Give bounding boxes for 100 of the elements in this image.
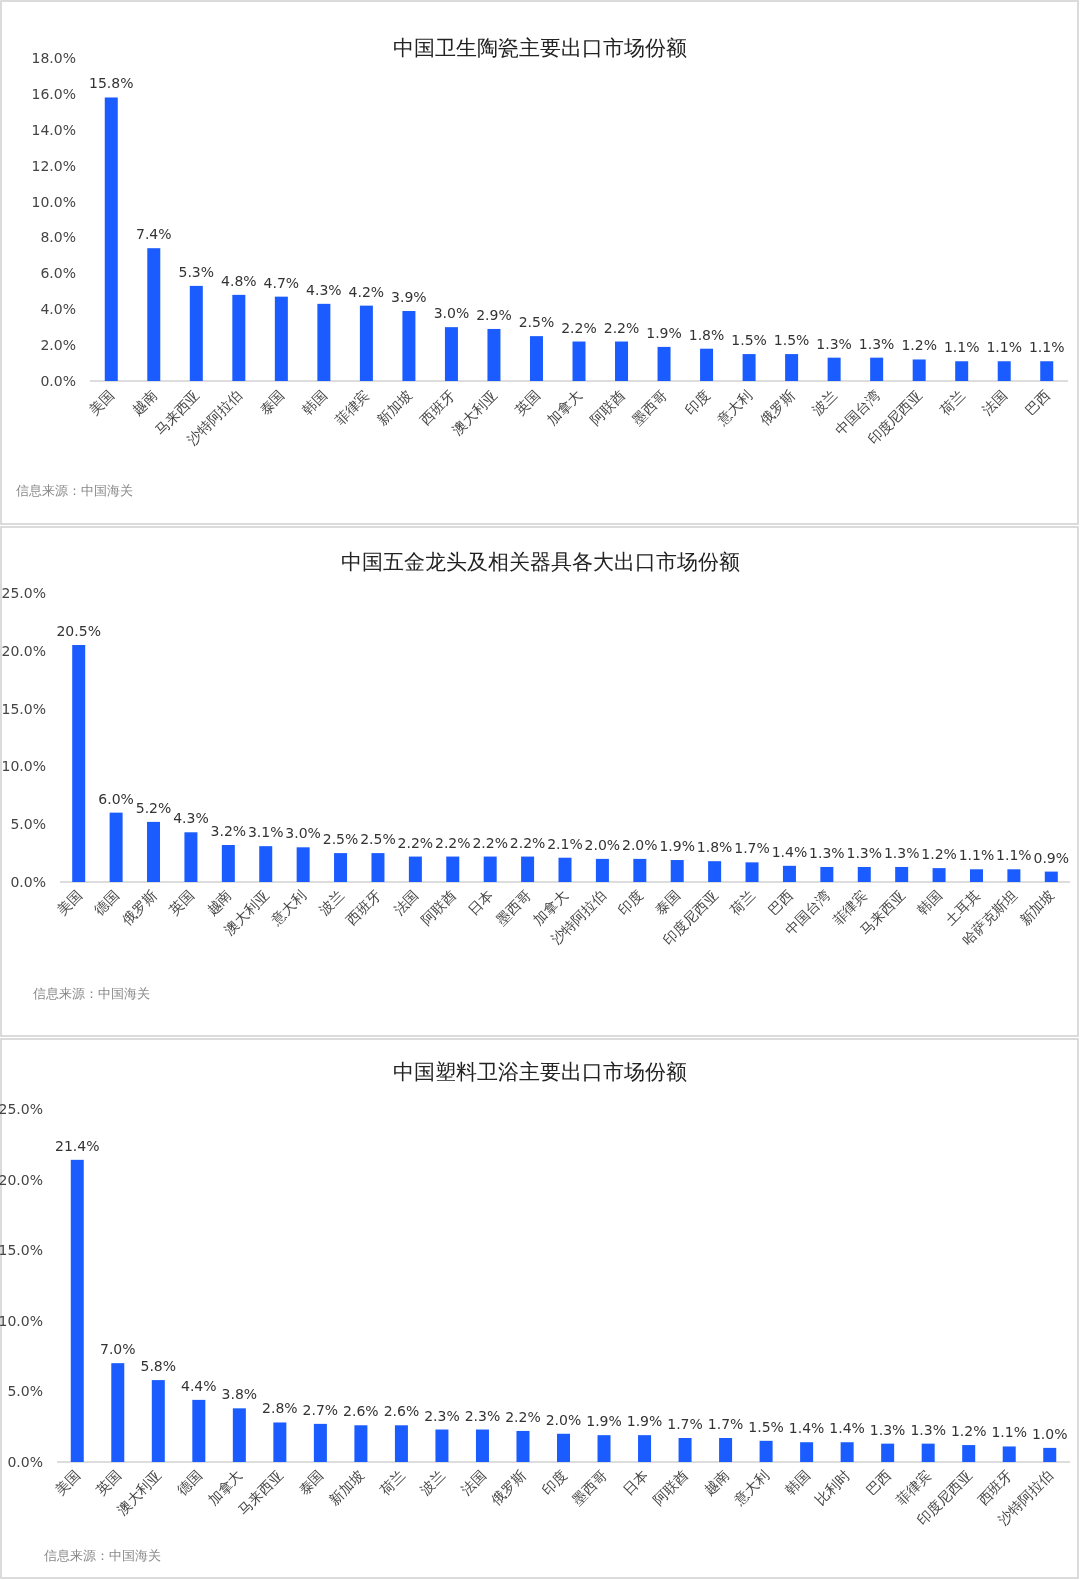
bar [840,1442,854,1462]
x-tick-label: 菲律宾 [331,386,373,428]
y-tick-label: 0.0% [40,373,76,389]
x-tick-label: 德国 [91,886,123,918]
bar [435,1429,449,1462]
data-label: 2.8% [262,1400,298,1417]
bar [371,853,385,882]
data-label: 4.4% [181,1377,217,1394]
x-tick-label: 巴西 [862,1466,894,1498]
x-tick-label: 印度 [681,386,713,418]
x-tick-label: 美国 [53,886,85,918]
x-tick-label: 阿联酋 [586,386,628,428]
data-label: 1.8% [696,839,733,856]
data-label: 2.3% [464,1407,501,1424]
y-tick-label: 0.0% [7,1454,43,1470]
data-label: 2.9% [476,306,512,323]
bar [446,856,460,882]
x-tick-label: 荷兰 [936,386,968,418]
bar [1040,361,1054,381]
x-tick-label: 泰国 [295,1466,327,1498]
bar [638,1435,652,1462]
data-label: 3.2% [210,823,247,840]
data-label: 1.1% [986,339,1023,356]
bar [785,354,799,381]
y-tick-label: 14.0% [31,121,76,138]
y-tick-label: 2.0% [40,337,76,354]
data-label: 2.6% [343,1403,379,1420]
y-tick-label: 25.0% [0,1101,43,1117]
x-tick-label: 英国 [165,886,198,918]
y-tick-label: 18.0% [31,50,76,66]
bar [109,812,123,882]
x-tick-label: 比利时 [812,1466,854,1508]
text: 信息来源：中国海关 [16,483,133,498]
data-label: 1.7% [734,840,770,857]
data-label: 1.1% [996,847,1032,864]
data-label: 1.9% [626,1413,663,1430]
bar [192,1399,206,1462]
x-tick-label: 印度 [614,886,646,918]
x-tick-label: 泰国 [652,886,684,918]
data-label: 1.3% [883,844,920,861]
x-tick-label: 韩国 [914,886,946,918]
y-tick-label: 15.0% [0,1242,43,1259]
data-label: 1.4% [829,1420,865,1437]
x-tick-label: 法国 [979,386,1011,418]
x-tick-label: 印度 [538,1466,570,1498]
data-label: 4.2% [348,283,385,300]
y-tick-label: 15.0% [1,700,46,717]
y-tick-label: 16.0% [31,85,76,102]
x-tick-label: 英国 [92,1466,124,1498]
data-label: 2.6% [383,1403,420,1420]
bar [1044,871,1058,882]
data-label: 21.4% [55,1137,100,1154]
bar [516,1430,530,1462]
data-label: 2.2% [434,834,471,851]
text: 信息来源：中国海关 [33,986,150,1001]
bar [475,1429,489,1462]
bar [104,97,118,381]
bar [912,359,926,381]
bar [800,1442,814,1462]
data-label: 1.5% [748,1418,784,1435]
data-label: 1.2% [921,846,957,863]
x-tick-label: 荷兰 [727,886,759,918]
x-tick-label: 泰国 [256,386,288,418]
data-label: 1.3% [858,335,895,352]
data-label: 1.3% [846,844,883,861]
bar [259,846,273,882]
data-label: 1.9% [586,1413,622,1430]
data-label: 3.9% [391,289,427,306]
x-tick-label: 俄罗斯 [488,1466,530,1508]
bar [820,866,834,882]
data-label: 2.2% [505,1408,541,1425]
x-tick-label: 韩国 [298,386,330,418]
bar [670,860,684,882]
data-label: 2.5% [322,831,359,848]
data-label: 5.8% [140,1358,177,1375]
data-label: 2.2% [509,834,546,851]
x-tick-label: 墨西哥 [492,886,534,928]
bar [317,303,331,381]
y-tick-label: 10.0% [31,193,76,210]
data-label: 5.3% [178,263,215,280]
bar [147,248,161,381]
x-tick-label: 意大利 [730,1466,773,1509]
x-tick-label: 俄罗斯 [756,386,798,428]
x-tick-label: 日本 [619,1466,651,1498]
data-label: 20.5% [56,623,101,640]
x-tick-label: 韩国 [781,1466,813,1498]
bar [189,285,203,381]
y-tick-label: 20.0% [1,642,46,659]
bar [719,1438,733,1462]
bar [359,305,373,381]
bar [147,821,161,882]
x-tick-label: 新加坡 [1016,886,1058,928]
bar [354,1425,368,1462]
bar [232,1408,246,1462]
data-label: 2.2% [397,834,434,851]
x-tick-label: 越南 [700,1466,732,1498]
bar [782,865,796,882]
bar [1007,869,1021,882]
x-tick-label: 波兰 [416,1466,449,1498]
x-tick-label: 英国 [511,386,543,418]
